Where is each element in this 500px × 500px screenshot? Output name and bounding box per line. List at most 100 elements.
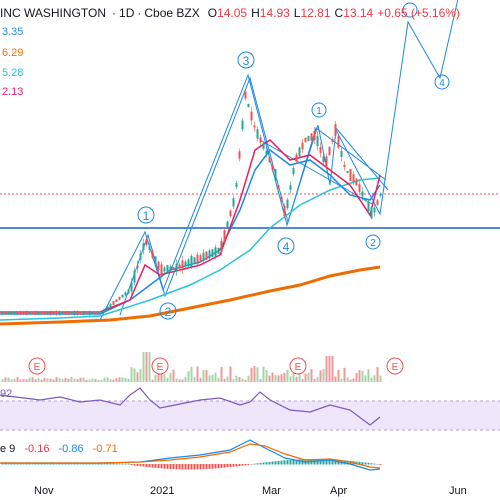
macd-bar (79, 463, 82, 465)
earnings-marker (151, 357, 169, 375)
candle-body (73, 311, 76, 315)
candle-body (202, 252, 205, 261)
volume-bar (271, 372, 274, 382)
candle-body (82, 311, 85, 315)
volume-bars (1, 352, 382, 382)
macd-bar (91, 463, 94, 465)
elliott-wave-lines[interactable] (99, 0, 460, 321)
interval[interactable]: 1D (119, 6, 135, 20)
macd-bar (7, 463, 10, 465)
ma-value-2: 6.29 (2, 47, 24, 59)
volume-bar (334, 376, 337, 382)
volume-bar (7, 377, 10, 382)
macd-bar (253, 463, 256, 465)
macd-bar (28, 463, 31, 465)
candle-body (379, 193, 382, 197)
macd-bar (133, 464, 136, 466)
macd-bar (187, 464, 190, 470)
volume-bar (34, 379, 37, 382)
volume-bar (379, 375, 382, 382)
volume-bar (49, 378, 52, 382)
candle-body (352, 174, 355, 182)
candle-body (205, 251, 208, 260)
volume-bar (214, 372, 217, 382)
macd-bar (181, 464, 184, 470)
candle-body (94, 311, 97, 315)
macd-value-2: -0.86 (58, 443, 84, 455)
candle-body (100, 311, 103, 314)
candle-body (97, 311, 100, 315)
candle-body (322, 155, 325, 163)
candle-body (49, 311, 52, 315)
macd-bar (322, 459, 325, 465)
macd-bar (208, 464, 211, 469)
candle-body (133, 270, 136, 283)
volume-bar (226, 376, 229, 382)
volume-bar (160, 374, 163, 382)
volume-bar (352, 378, 355, 382)
volume-bar (325, 356, 328, 382)
candle-body (250, 111, 253, 121)
candle-body (139, 253, 142, 260)
volume-bar (37, 378, 40, 382)
macd-bar (1, 463, 4, 465)
macd-bar (217, 464, 220, 469)
volume-bar (121, 377, 124, 382)
volume-bar (16, 377, 19, 382)
macd-bar (67, 463, 70, 465)
macd-bar (196, 464, 199, 470)
macd-bar (199, 464, 202, 470)
candle-body (256, 129, 259, 139)
macd-bar (22, 463, 25, 465)
volume-bar (19, 379, 22, 382)
volume-bar (307, 373, 310, 382)
volume-bar (103, 377, 106, 382)
candle-body (172, 267, 175, 270)
candle-body (43, 311, 46, 315)
candle-body (22, 311, 25, 315)
candle-body (235, 183, 238, 187)
macd-bar (25, 463, 28, 465)
candle-body (337, 136, 340, 148)
volume-bar (31, 377, 34, 382)
macd-bar (61, 463, 64, 465)
close-value: 13.14 (343, 6, 374, 20)
wave-label: 4 (439, 78, 445, 89)
macd-bar (319, 459, 322, 465)
macd-value-1: -0.16 (24, 443, 50, 455)
wave-label: 2 (370, 238, 376, 249)
macd-bar (220, 464, 223, 468)
candle-body (319, 147, 322, 153)
candle-body (160, 264, 163, 276)
macd-bar (52, 463, 55, 465)
macd-bar (373, 463, 376, 465)
candle-body (343, 164, 346, 168)
macd-bar (100, 463, 103, 465)
ma-red (0, 139, 381, 313)
volume-bar (22, 379, 25, 382)
macd-bar (139, 464, 142, 467)
macd-bar (235, 464, 238, 467)
candle-body (157, 261, 160, 271)
candle-body (262, 143, 265, 149)
macd-bar (271, 461, 274, 465)
macd-bar (145, 464, 148, 467)
candle-body (154, 256, 157, 264)
symbol-name[interactable]: INC WASHINGTON (0, 6, 107, 20)
wave-label: 1 (143, 209, 150, 223)
macd-bar (43, 463, 46, 465)
volume-bar (145, 352, 148, 382)
macd-bar (370, 463, 373, 465)
candle-body (70, 311, 73, 315)
volume-bar (70, 377, 73, 382)
candle-body (121, 294, 124, 298)
candle-body (118, 297, 121, 300)
candle-body (286, 199, 289, 209)
volume-bar (349, 379, 352, 382)
candle-body (64, 311, 67, 315)
volume-bar (112, 379, 115, 382)
volume-bar (235, 375, 238, 382)
volume-bar (247, 375, 250, 382)
macd-bar (169, 464, 172, 469)
